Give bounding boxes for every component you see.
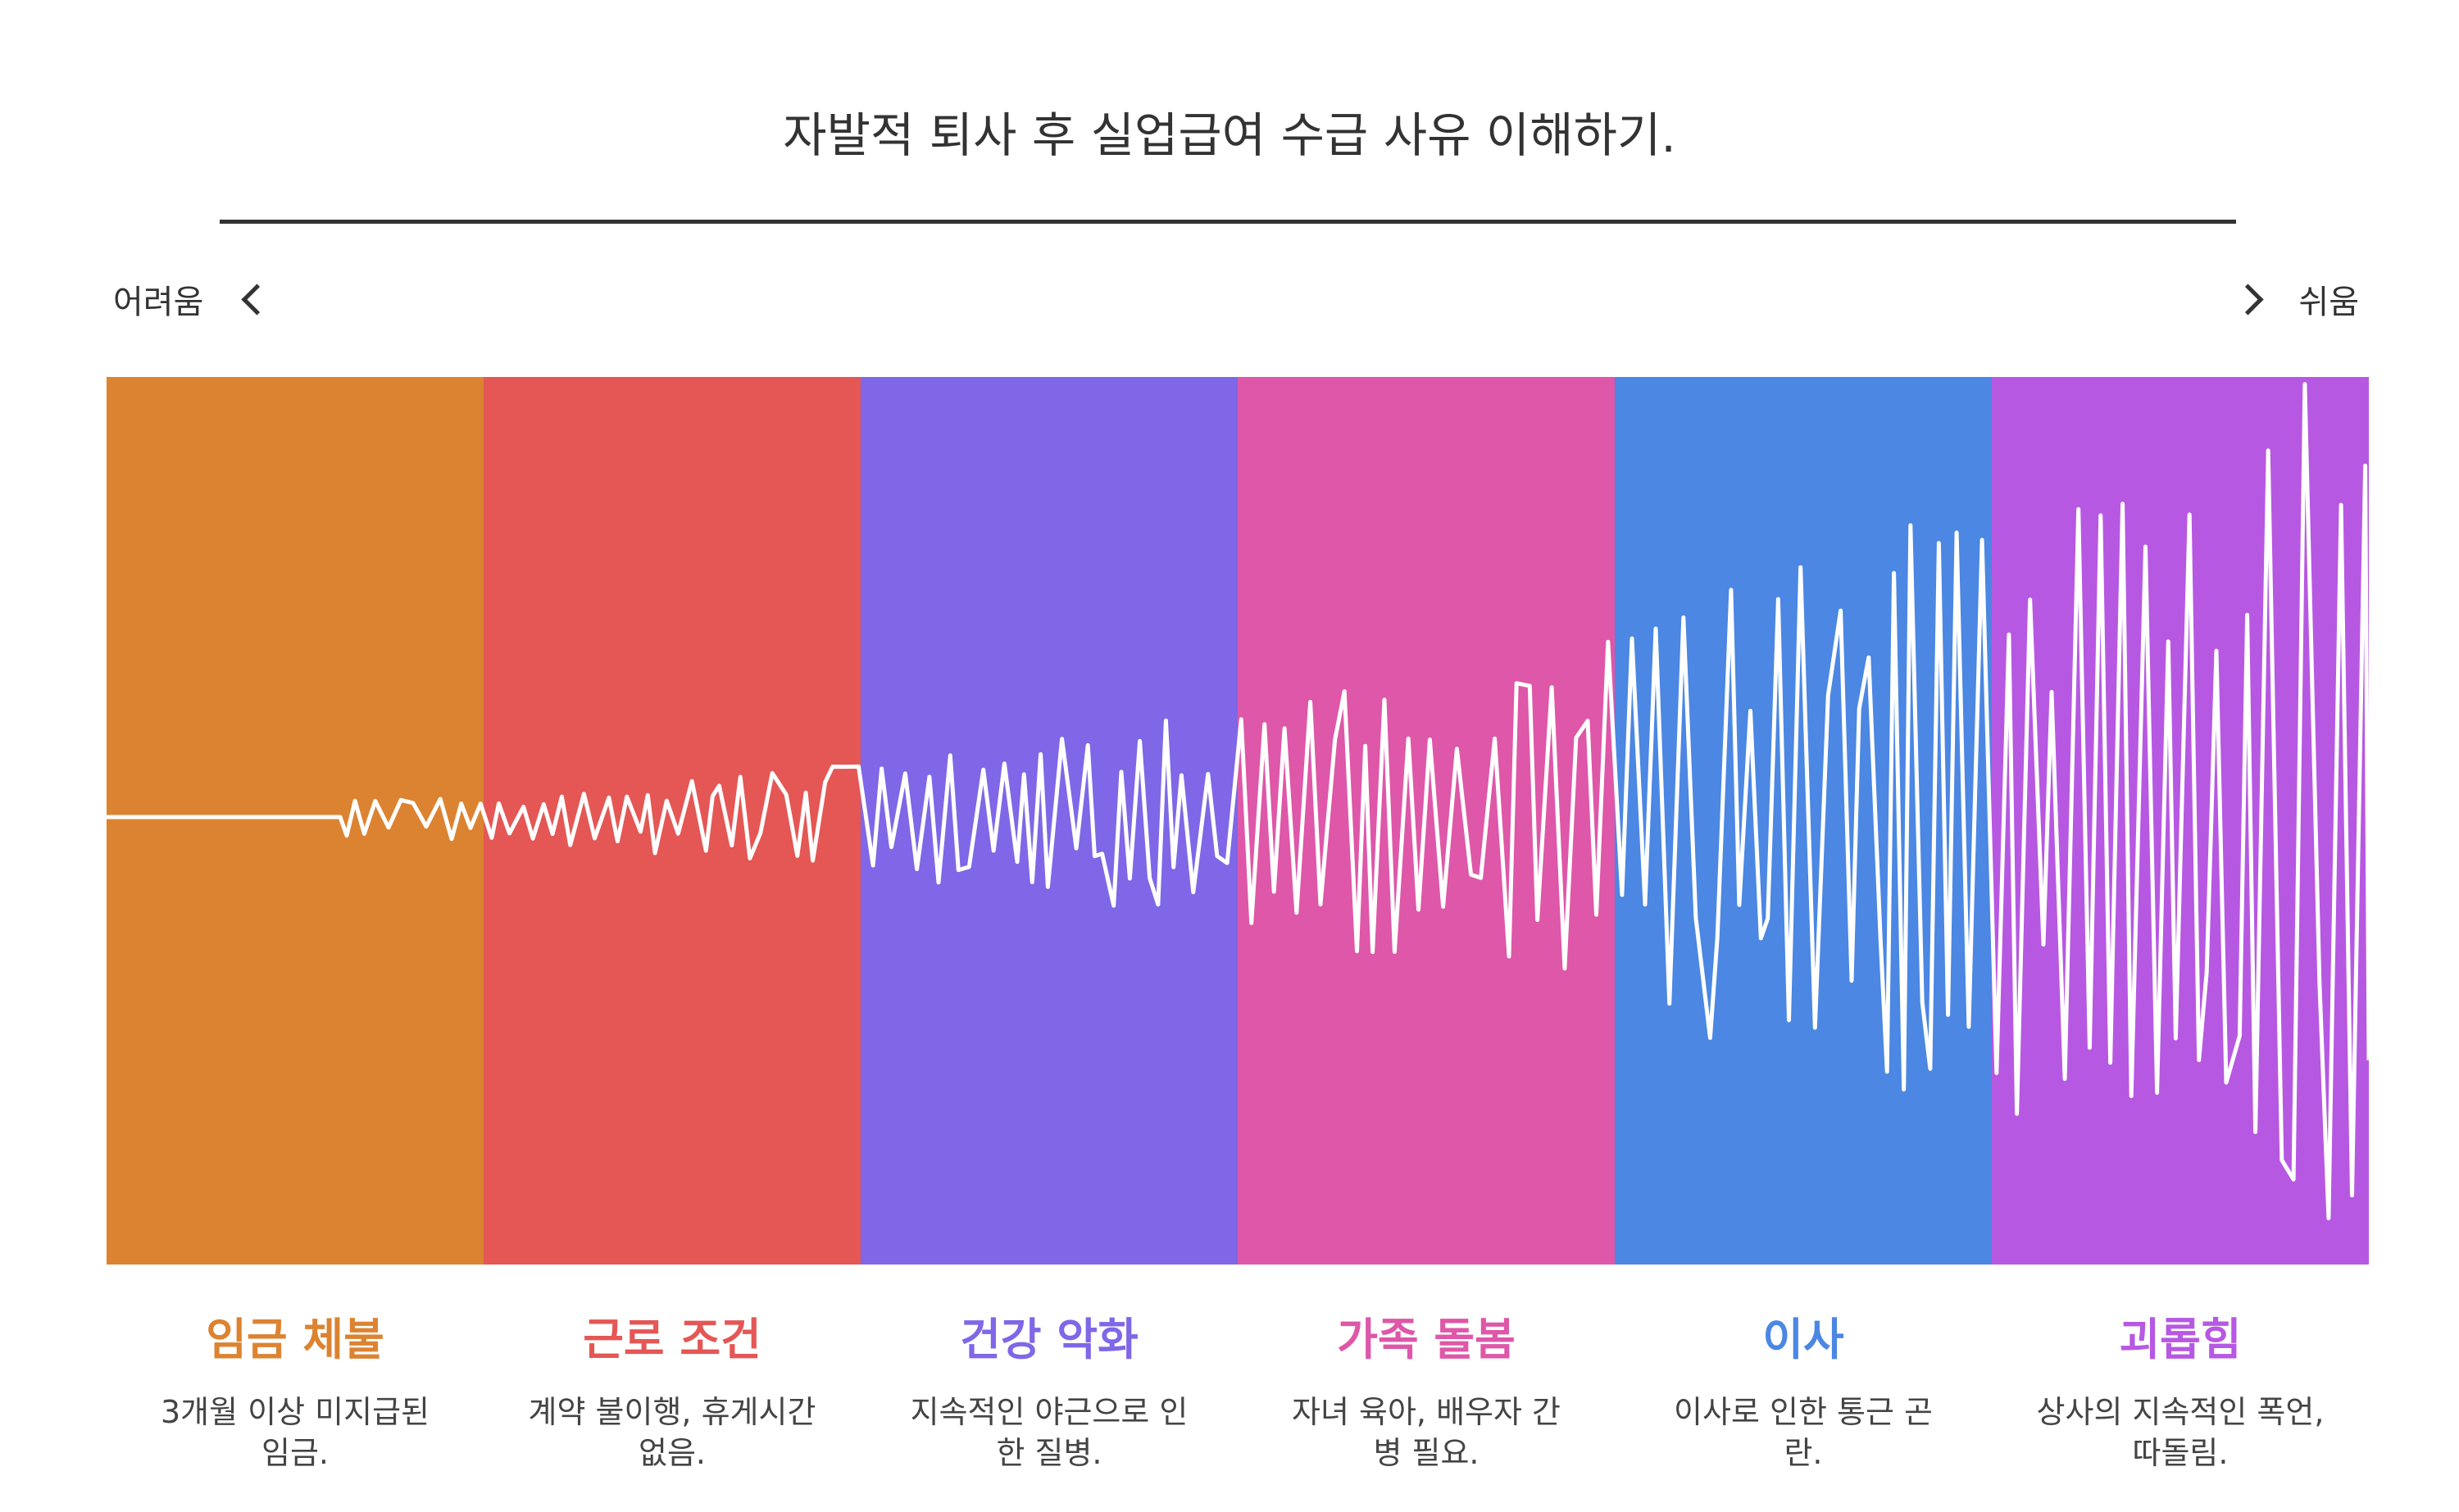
category-title: 근로 조건: [583, 1314, 761, 1365]
category-description: 계약 불이행, 휴게시간 없음.: [528, 1394, 816, 1471]
scale-left: 어려움: [113, 270, 273, 328]
category-1: 임금 체불 3개월 이상 미지급된 임금.: [107, 1303, 484, 1473]
category-description: 3개월 이상 미지급된 임금.: [160, 1394, 430, 1471]
title-divider: [220, 220, 2236, 224]
category-description: 자녀 육아, 배우자 간병 필요.: [1292, 1394, 1561, 1471]
chevron-left-icon: [241, 283, 273, 316]
category-title: 건강 악화: [960, 1314, 1139, 1365]
scale-right: 쉬움: [2232, 270, 2359, 328]
category-description: 이사로 인한 통근 곤란.: [1674, 1394, 1933, 1471]
category-title: 가족 돌봄: [1337, 1314, 1516, 1365]
signal-waveform: [107, 382, 2369, 1220]
category-title: 임금 체불: [206, 1314, 384, 1365]
scale-left-label: 어려움: [113, 284, 204, 321]
category-description: 상사의 지속적인 폭언, 따돌림.: [2036, 1394, 2325, 1471]
category-title: 이사: [1762, 1314, 1844, 1365]
waveform-line: [107, 382, 2369, 1220]
category-title: 괴롭힘: [2119, 1314, 2242, 1365]
category-description: 지속적인 야근으로 인한 질병.: [910, 1394, 1189, 1471]
chevron-right-icon: [2232, 283, 2264, 316]
scale-right-label: 쉬움: [2298, 284, 2359, 321]
diagram-title: 자발적 퇴사 후 실업급여 수급 사유 이해하기.: [783, 107, 1676, 163]
